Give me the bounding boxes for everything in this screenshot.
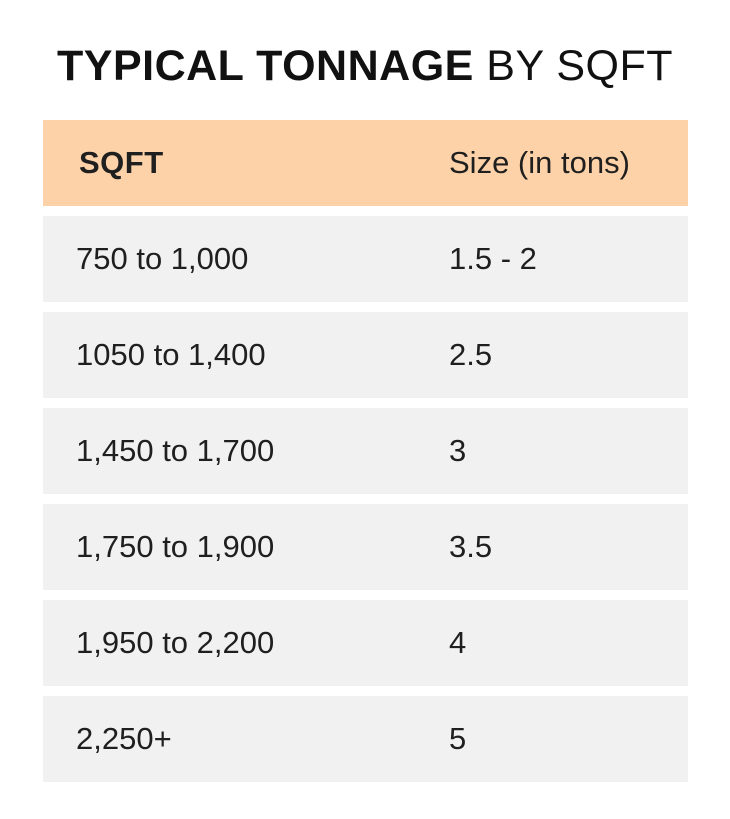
sqft-cell: 1,950 to 2,200 bbox=[76, 625, 275, 660]
table-row: 750 to 1,000 1.5 - 2 bbox=[43, 216, 688, 302]
page-title: TYPICAL TONNAGE BY SQFT bbox=[0, 40, 730, 92]
table-header-row: SQFT Size (in tons) bbox=[43, 120, 688, 206]
title-bold-part: TYPICAL TONNAGE bbox=[57, 42, 474, 90]
size-cell: 4 bbox=[449, 625, 467, 660]
size-cell: 5 bbox=[449, 721, 467, 756]
header-size: Size (in tons) bbox=[449, 145, 630, 180]
title-light-part: BY SQFT bbox=[486, 42, 673, 90]
table-row: 1,450 to 1,700 3 bbox=[43, 408, 688, 494]
size-cell: 3 bbox=[449, 433, 467, 468]
table-row: 1050 to 1,400 2.5 bbox=[43, 312, 688, 398]
sqft-cell: 750 to 1,000 bbox=[76, 241, 249, 276]
table-row: 1,750 to 1,900 3.5 bbox=[43, 504, 688, 590]
size-cell: 2.5 bbox=[449, 337, 493, 372]
sqft-cell: 1,750 to 1,900 bbox=[76, 529, 275, 564]
table-row: 2,250+ 5 bbox=[43, 696, 688, 782]
sqft-cell: 1,450 to 1,700 bbox=[76, 433, 275, 468]
header-sqft: SQFT bbox=[79, 145, 164, 180]
size-cell: 1.5 - 2 bbox=[449, 241, 537, 276]
tonnage-table: SQFT Size (in tons) 750 to 1,000 1.5 - 2… bbox=[43, 120, 688, 792]
sqft-cell: 2,250+ bbox=[76, 721, 172, 756]
sqft-cell: 1050 to 1,400 bbox=[76, 337, 266, 372]
table-row: 1,950 to 2,200 4 bbox=[43, 600, 688, 686]
size-cell: 3.5 bbox=[449, 529, 493, 564]
